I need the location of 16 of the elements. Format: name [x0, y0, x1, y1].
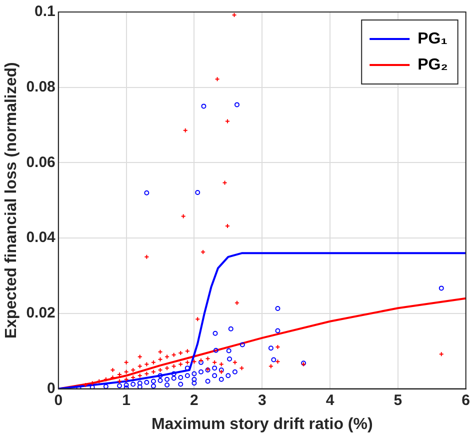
y-tick-label: 0.06 — [26, 154, 56, 171]
x-tick-label: 6 — [462, 392, 470, 409]
x-tick-label: 3 — [258, 392, 266, 409]
y-axis-title: Expected financial loss (normalized) — [3, 62, 20, 339]
y-tick-label: 0.04 — [26, 229, 56, 246]
x-axis-title: Maximum story drift ratio (%) — [151, 416, 373, 433]
legend-label: PG₂ — [418, 56, 448, 74]
legend-label: PG₁ — [418, 30, 448, 48]
x-tick-label: 5 — [394, 392, 402, 409]
y-tick-label: 0 — [47, 380, 56, 397]
y-tick-label: 0.08 — [26, 78, 56, 96]
x-tick-label: 1 — [122, 392, 130, 409]
y-tick-label: 0.02 — [26, 304, 56, 322]
y-tick-label: 0.1 — [34, 3, 56, 20]
x-tick-label: 2 — [190, 392, 198, 409]
x-tick-label: 4 — [326, 392, 335, 409]
